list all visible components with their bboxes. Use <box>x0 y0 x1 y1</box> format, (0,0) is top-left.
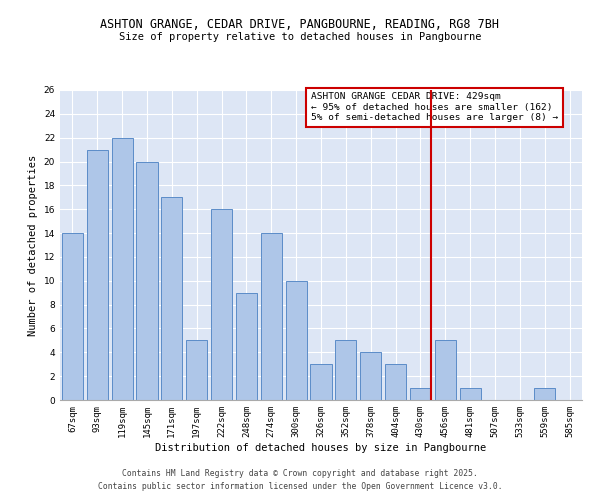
Bar <box>161 198 182 400</box>
Bar <box>87 150 108 400</box>
Bar <box>410 388 431 400</box>
Y-axis label: Number of detached properties: Number of detached properties <box>28 154 38 336</box>
Text: Contains HM Land Registry data © Crown copyright and database right 2025.: Contains HM Land Registry data © Crown c… <box>122 468 478 477</box>
Bar <box>211 209 232 400</box>
Bar <box>335 340 356 400</box>
Text: ASHTON GRANGE, CEDAR DRIVE, PANGBOURNE, READING, RG8 7BH: ASHTON GRANGE, CEDAR DRIVE, PANGBOURNE, … <box>101 18 499 30</box>
Text: Contains public sector information licensed under the Open Government Licence v3: Contains public sector information licen… <box>98 482 502 491</box>
Bar <box>360 352 381 400</box>
Bar <box>261 233 282 400</box>
Bar <box>435 340 456 400</box>
Text: ASHTON GRANGE CEDAR DRIVE: 429sqm
← 95% of detached houses are smaller (162)
5% : ASHTON GRANGE CEDAR DRIVE: 429sqm ← 95% … <box>311 92 559 122</box>
Text: Size of property relative to detached houses in Pangbourne: Size of property relative to detached ho… <box>119 32 481 42</box>
Bar <box>460 388 481 400</box>
X-axis label: Distribution of detached houses by size in Pangbourne: Distribution of detached houses by size … <box>155 442 487 452</box>
Bar <box>186 340 207 400</box>
Bar <box>62 233 83 400</box>
Bar <box>112 138 133 400</box>
Bar <box>385 364 406 400</box>
Bar <box>310 364 332 400</box>
Bar <box>136 162 158 400</box>
Bar <box>236 292 257 400</box>
Bar <box>286 281 307 400</box>
Bar <box>534 388 555 400</box>
